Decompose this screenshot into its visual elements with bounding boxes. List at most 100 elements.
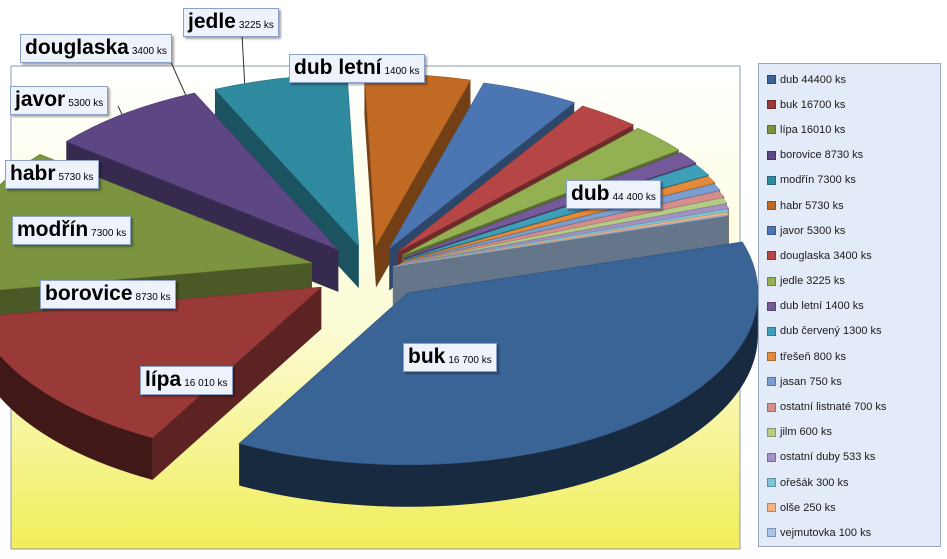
slice-top bbox=[397, 105, 635, 253]
legend-text: vejmutovka 100 ks bbox=[780, 526, 872, 539]
legend-item-buk: buk 16700 ks bbox=[767, 92, 940, 117]
label-buk: buk 16 700 ks bbox=[403, 343, 497, 372]
slice-top bbox=[0, 286, 323, 439]
slice-top bbox=[65, 92, 339, 251]
legend-text: ostatní duby 533 ks bbox=[780, 451, 876, 464]
legend-swatch bbox=[767, 301, 776, 311]
legend-swatch bbox=[767, 150, 776, 160]
legend-swatch bbox=[767, 402, 776, 412]
label-name: dub letní bbox=[294, 56, 382, 79]
label-value: 3225 ks bbox=[238, 20, 274, 31]
label-borovice: borovice 8730 ks bbox=[40, 280, 176, 309]
legend-text: buk 16700 ks bbox=[780, 98, 846, 111]
legend: dub 44400 ks buk 16700 ks lípa 16010 ks bor… bbox=[758, 63, 941, 547]
legend-item-oresak: ořešák 300 ks bbox=[767, 470, 940, 495]
label-name: douglaska bbox=[25, 36, 129, 59]
label-name: lípa bbox=[145, 368, 182, 391]
legend-text: ostatní listnaté 700 ks bbox=[780, 401, 887, 414]
label-value: 44 400 ks bbox=[612, 192, 656, 203]
label-dub: dub 44 400 ks bbox=[566, 180, 661, 209]
legend-item-tresen: třešeň 800 ks bbox=[767, 344, 940, 369]
label-habr: habr 5730 ks bbox=[5, 160, 99, 189]
slice-top bbox=[401, 190, 725, 264]
label-value: 3400 ks bbox=[131, 46, 167, 57]
label-douglaska: douglaska 3400 ks bbox=[20, 34, 172, 63]
legend-swatch bbox=[767, 352, 776, 362]
legend-item-jilm: jilm 600 ks bbox=[767, 420, 940, 445]
slice-outer-wall bbox=[0, 355, 153, 480]
legend-text: dub 44400 ks bbox=[780, 73, 847, 86]
legend-item-vejmutovka: vejmutovka 100 ks bbox=[767, 520, 940, 545]
legend-text: ořešák 300 ks bbox=[780, 476, 849, 489]
legend-item-ostatni-listnate: ostatní listnaté 700 ks bbox=[767, 394, 940, 419]
legend-item-borovice: borovice 8730 ks bbox=[767, 143, 940, 168]
legend-item-jasan: jasan 750 ks bbox=[767, 369, 940, 394]
slice-top bbox=[398, 203, 730, 266]
label-value: 1400 ks bbox=[384, 66, 420, 77]
legend-swatch bbox=[767, 503, 776, 513]
slice-dub bbox=[238, 241, 759, 507]
legend-item-dub: dub 44400 ks bbox=[767, 67, 940, 92]
slice-top bbox=[394, 211, 730, 267]
legend-swatch bbox=[767, 175, 776, 185]
legend-swatch bbox=[767, 326, 776, 336]
legend-text: jedle 3225 ks bbox=[780, 275, 845, 288]
legend-item-dub-letni: dub letní 1400 ks bbox=[767, 294, 940, 319]
label-value: 16 700 ks bbox=[448, 355, 492, 366]
legend-text: olše 250 ks bbox=[780, 501, 836, 514]
slice-buk bbox=[0, 286, 323, 480]
legend-text: modřín 7300 ks bbox=[780, 174, 856, 187]
legend-item-modrin: modřín 7300 ks bbox=[767, 168, 940, 193]
legend-text: dub červený 1300 ks bbox=[780, 325, 882, 338]
label-name: borovice bbox=[45, 282, 133, 305]
slice-top bbox=[402, 127, 680, 256]
legend-text: dub letní 1400 ks bbox=[780, 300, 864, 313]
legend-swatch bbox=[767, 201, 776, 211]
legend-text: douglaska 3400 ks bbox=[780, 249, 872, 262]
legend-item-lipa: lípa 16010 ks bbox=[767, 117, 940, 142]
legend-item-dub-cerveny: dub červený 1300 ks bbox=[767, 319, 940, 344]
legend-item-jedle: jedle 3225 ks bbox=[767, 269, 940, 294]
slice-top bbox=[399, 197, 728, 265]
label-name: habr bbox=[10, 162, 56, 185]
label-value: 7300 ks bbox=[91, 228, 127, 239]
slice-top bbox=[238, 241, 759, 466]
slice-top bbox=[389, 82, 575, 249]
legend-text: jasan 750 ks bbox=[780, 375, 842, 388]
legend-item-olse: olše 250 ks bbox=[767, 495, 940, 520]
legend-item-habr: habr 5730 ks bbox=[767, 193, 940, 218]
legend-text: lípa 16010 ks bbox=[780, 123, 846, 136]
slice-side-wall bbox=[364, 73, 376, 288]
label-dub-letni: dub letní 1400 ks bbox=[289, 54, 425, 83]
legend-text: třešeň 800 ks bbox=[780, 350, 847, 363]
label-value: 16 010 ks bbox=[184, 378, 228, 389]
slice-top bbox=[392, 214, 728, 267]
legend-item-douglaska: douglaska 3400 ks bbox=[767, 243, 940, 268]
slice-top bbox=[396, 208, 730, 266]
legend-swatch bbox=[767, 100, 776, 110]
legend-item-javor: javor 5300 ks bbox=[767, 218, 940, 243]
legend-text: habr 5730 ks bbox=[780, 199, 844, 212]
legend-swatch bbox=[767, 251, 776, 261]
legend-swatch bbox=[767, 75, 776, 85]
label-value: 5730 ks bbox=[58, 172, 94, 183]
label-name: modřín bbox=[17, 218, 89, 241]
label-value: 8730 ks bbox=[135, 292, 171, 303]
pie-slices bbox=[0, 73, 759, 507]
legend-swatch bbox=[767, 452, 776, 462]
slice-side-wall bbox=[152, 287, 322, 480]
label-javor: javor 5300 ks bbox=[10, 86, 109, 115]
label-name: jedle bbox=[188, 10, 236, 33]
label-name: dub bbox=[571, 182, 610, 205]
slice-top bbox=[404, 152, 697, 259]
legend-swatch bbox=[767, 478, 776, 488]
label-lipa: lípa 16 010 ks bbox=[140, 366, 233, 395]
slice-outer-wall bbox=[239, 292, 758, 507]
legend-swatch bbox=[767, 528, 776, 538]
legend-swatch bbox=[767, 226, 776, 236]
legend-swatch bbox=[767, 276, 776, 286]
legend-text: jilm 600 ks bbox=[780, 426, 832, 439]
legend-text: borovice 8730 ks bbox=[780, 149, 864, 162]
legend-item-ostatni-duby: ostatní duby 533 ks bbox=[767, 445, 940, 470]
